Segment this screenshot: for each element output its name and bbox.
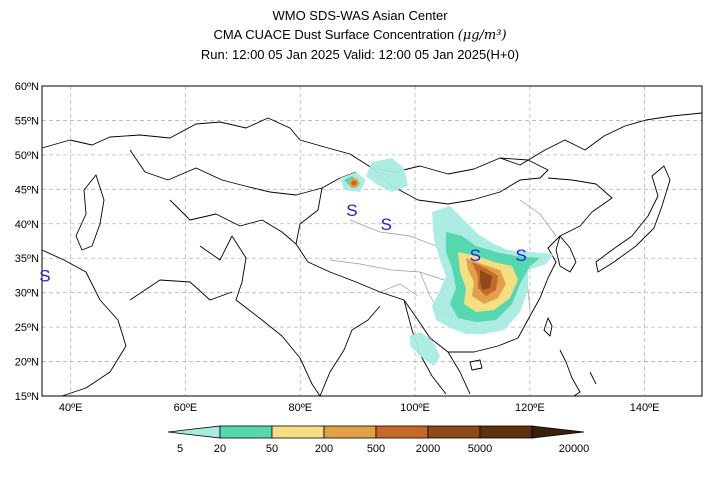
- caspian-sea: [75, 174, 105, 251]
- title-line-3: Run: 12:00 05 Jan 2025 Valid: 12:00 05 J…: [200, 47, 520, 62]
- lon-tick-label: 120ºE: [515, 402, 545, 414]
- taiwan: [543, 317, 553, 337]
- dust-source-marker: S: [381, 215, 392, 234]
- colorbar-segment: [479, 425, 533, 439]
- map-frame: [41, 85, 703, 397]
- map-background: [42, 86, 702, 396]
- colorbar-segment: [219, 425, 273, 439]
- colorbar-segment: [323, 425, 377, 439]
- colorbar-label: 20: [214, 443, 226, 455]
- dust-field-5-20: [366, 158, 408, 192]
- lon-tick-label: 140ºE: [630, 402, 660, 414]
- lat-tick-label: 15ºN: [15, 391, 39, 403]
- lon-tick-label: 100ºE: [400, 402, 430, 414]
- lat-tick-label: 55ºN: [15, 115, 39, 127]
- colorbar-label: 5: [177, 443, 183, 455]
- colorbar-label: 5000: [468, 443, 492, 455]
- colorbar-segment: [271, 425, 325, 439]
- dust-field-5-20: [410, 332, 440, 366]
- colorbar-segment: [427, 425, 481, 439]
- colorbar-segment: [375, 425, 429, 439]
- colorbar-label: 500: [367, 443, 385, 455]
- central-asia-borders: [169, 199, 297, 261]
- map-gridlines: [42, 86, 702, 396]
- colorbar-label: 200: [315, 443, 333, 455]
- mongolia-border: [371, 157, 549, 205]
- lat-tick-label: 30ºN: [15, 288, 39, 300]
- province-line: [519, 199, 557, 237]
- lat-tick-label: 25ºN: [15, 322, 39, 334]
- japan-islands: [595, 165, 671, 273]
- title-line-1: WMO SDS-WAS Asian Center: [272, 8, 448, 23]
- china-border: [295, 177, 613, 353]
- map-plot-area: [41, 85, 703, 397]
- longitude-labels: 40ºE 60ºE 80ºE 100ºE 120ºE 140ºE: [59, 402, 660, 414]
- country-borders: [41, 112, 703, 397]
- province-line: [379, 283, 419, 297]
- lat-tick-label: 35ºN: [15, 253, 39, 265]
- province-line: [329, 259, 445, 281]
- colorbar-segment: [531, 425, 585, 439]
- lat-tick-label: 20ºN: [15, 357, 39, 369]
- colorbar-segment: [167, 425, 221, 439]
- title-line-2-text: CMA CUACE Dust Surface Concentration: [213, 27, 458, 42]
- hainan: [469, 359, 483, 371]
- dust-hotspot-core: [351, 180, 357, 186]
- title-line-2: CMA CUACE Dust Surface Concentration (μg…: [0, 25, 720, 45]
- dust-source-marker: S: [516, 246, 527, 265]
- dust-field-2000-5000: [480, 270, 492, 290]
- title-unit: (μg/m³): [457, 28, 507, 43]
- lon-tick-label: 40ºE: [59, 402, 83, 414]
- dust-source-marker: S: [346, 201, 357, 220]
- lat-tick-label: 40ºN: [15, 219, 39, 231]
- latitude-labels: 60ºN 55ºN 50ºN 45ºN 40ºN 35ºN 30ºN 25ºN 20ºN 15ºN: [15, 81, 39, 403]
- arabia-iran: [41, 249, 233, 397]
- lat-tick-label: 50ºN: [15, 150, 39, 162]
- indian-subcontinent: [231, 235, 381, 397]
- colorbar-label: 2000: [416, 443, 440, 455]
- dust-concentration-fields: [340, 158, 554, 366]
- dust-source-markers: S S S S S: [39, 201, 527, 285]
- korea-peninsula: [555, 235, 577, 273]
- lat-tick-label: 60ºN: [15, 81, 39, 93]
- kazakhstan-south-border: [129, 149, 357, 196]
- philippines: [559, 349, 597, 397]
- colorbar-label: 50: [266, 443, 278, 455]
- dust-source-marker: S: [39, 266, 50, 285]
- colorbar-label: 20000: [559, 443, 590, 455]
- lon-tick-label: 60ºE: [174, 402, 198, 414]
- dust-source-marker: S: [470, 246, 481, 265]
- lat-tick-label: 45ºN: [15, 184, 39, 196]
- colorbar: 5 20 50 200 500 2000 5000 20000: [167, 425, 590, 455]
- map-title-block: WMO SDS-WAS Asian Center CMA CUACE Dust …: [0, 6, 720, 64]
- lon-tick-label: 80ºE: [288, 402, 312, 414]
